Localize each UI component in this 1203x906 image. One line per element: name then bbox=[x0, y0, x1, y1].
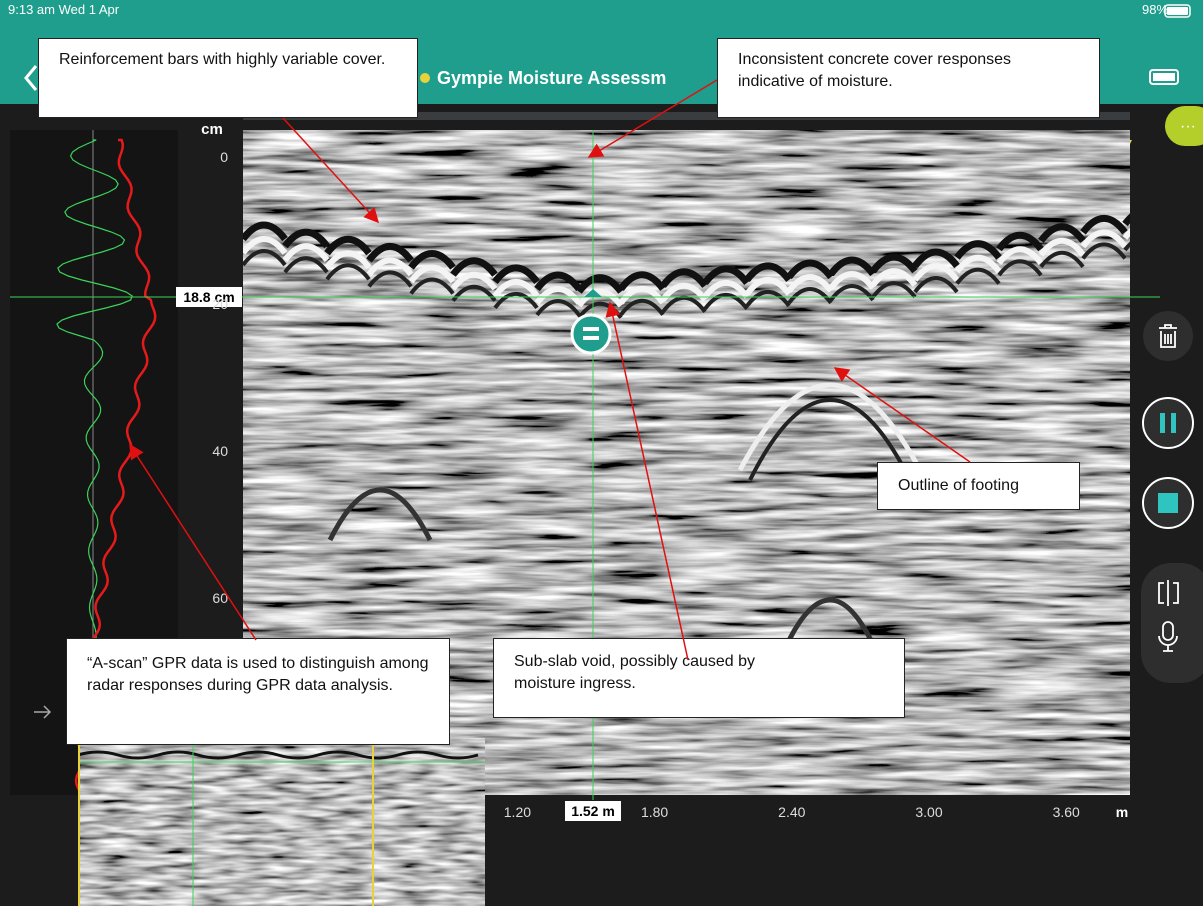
x-tick-label: 3.00 bbox=[915, 804, 942, 820]
cursor-distance: 1.52 m bbox=[571, 803, 615, 819]
callout: “A-scan” GPR data is used to distinguish… bbox=[66, 638, 450, 745]
pause-icon bbox=[1160, 413, 1165, 433]
trash-icon bbox=[1159, 325, 1177, 347]
page: {"status_bar": {"time": "9:13 am Wed 1 A… bbox=[0, 0, 1203, 906]
page-title: Gympie Moisture Assessm bbox=[437, 68, 666, 88]
battery-large-level bbox=[1153, 73, 1175, 81]
x-tick-label: 1.80 bbox=[641, 804, 668, 820]
callout: Sub-slab void, possibly caused by moistu… bbox=[493, 638, 905, 718]
status-time: 9:13 am Wed 1 Apr bbox=[8, 2, 120, 17]
overview-thumbnail bbox=[78, 738, 485, 906]
handle-grip bbox=[583, 327, 599, 331]
y-tick-label: 0 bbox=[220, 149, 228, 165]
x-tick-label: 2.40 bbox=[778, 804, 805, 820]
y-unit: cm bbox=[201, 121, 223, 138]
cursor-handle[interactable] bbox=[572, 315, 610, 353]
app-screen: 9:13 am Wed 1 Apr 98% Gympie Moisture As… bbox=[0, 0, 1203, 906]
x-unit: m bbox=[1116, 804, 1128, 820]
callout: Inconsistent concrete cover responses in… bbox=[717, 38, 1100, 118]
battery-level bbox=[1167, 7, 1188, 15]
status-dot bbox=[420, 73, 430, 83]
x-tick-label: 3.60 bbox=[1053, 804, 1080, 820]
callout: Outline of footing bbox=[877, 462, 1080, 510]
pause-icon bbox=[1171, 413, 1176, 433]
pause-button[interactable] bbox=[1143, 398, 1193, 448]
x-tick-label: 1.20 bbox=[504, 804, 531, 820]
y-tick-label: 60 bbox=[212, 590, 228, 606]
more-dots: ··· bbox=[1180, 118, 1196, 135]
callout: Reinforcement bars with highly variable … bbox=[38, 38, 418, 118]
stop-icon bbox=[1158, 493, 1178, 513]
y-tick-label: 40 bbox=[212, 443, 228, 459]
y-tick-label: 20 bbox=[212, 296, 228, 312]
handle-grip bbox=[583, 336, 599, 340]
